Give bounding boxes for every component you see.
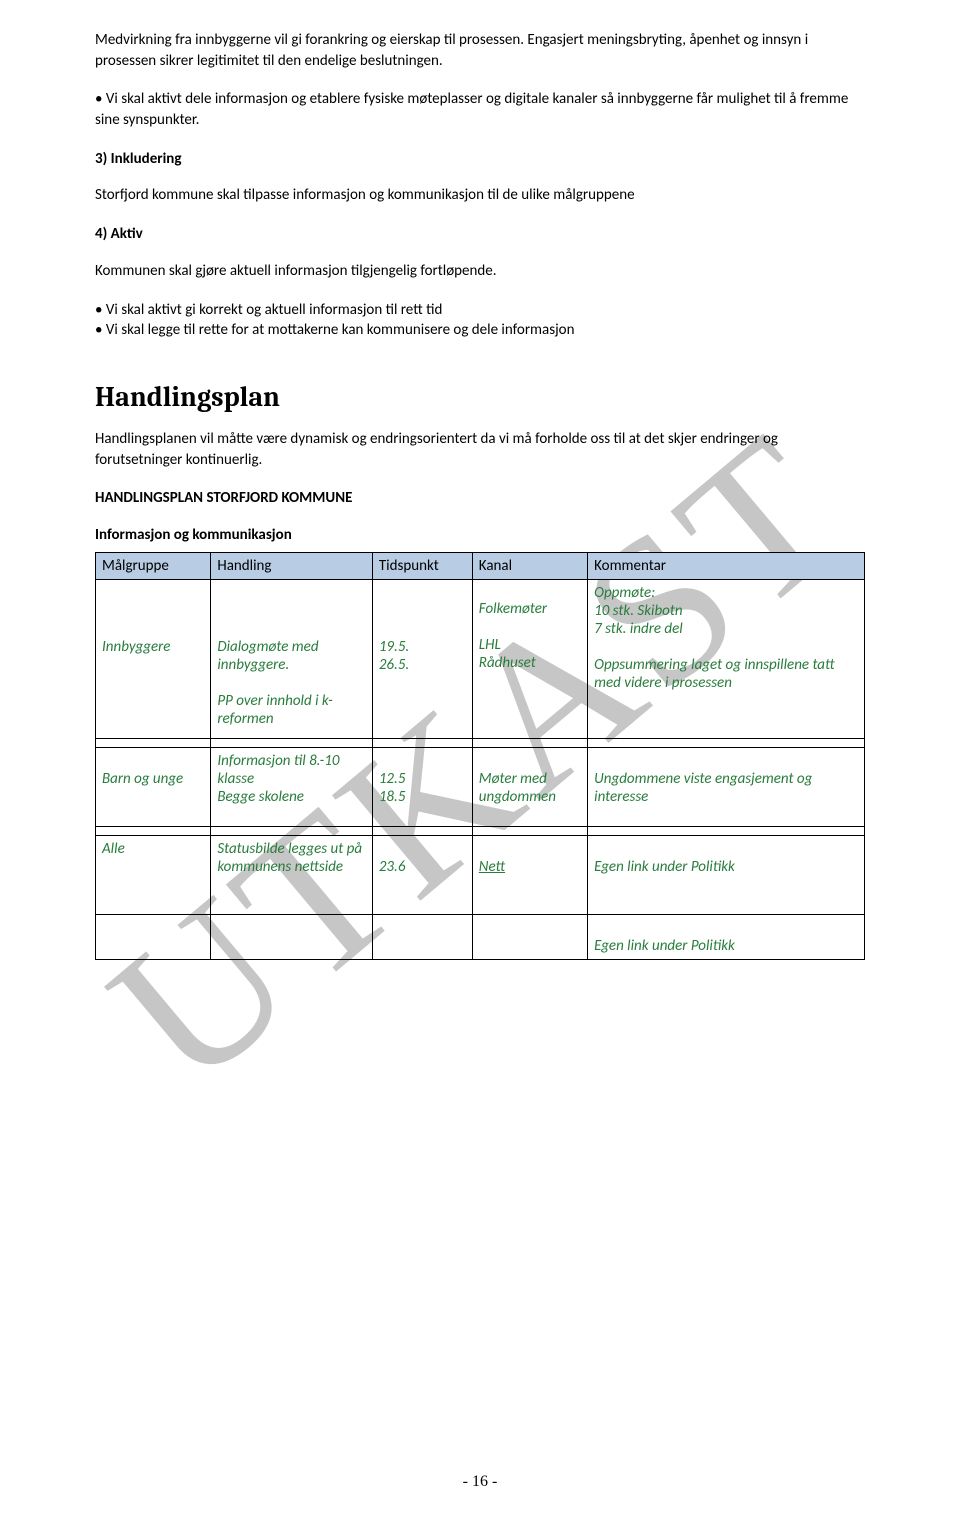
spacer-row bbox=[96, 826, 865, 835]
cell: Barn og unge bbox=[96, 747, 211, 826]
cell: Egen link under Politikk bbox=[588, 914, 865, 959]
cell: Informasjon til 8.-10 klasse Begge skole… bbox=[211, 747, 372, 826]
cell: Egen link under Politikk bbox=[588, 835, 865, 914]
intro-p4: Kommunen skal gjøre aktuell informasjon … bbox=[95, 261, 865, 282]
content: Medvirkning fra innbyggerne vil gi foran… bbox=[95, 30, 865, 960]
row2-c3a: 12.5 bbox=[379, 770, 406, 788]
intro-p3: Storfjord kommune skal tilpasse informas… bbox=[95, 185, 865, 206]
row1-c5d: Oppsummering laget og innspillene tatt m… bbox=[594, 656, 834, 692]
row2-c2b: Begge skolene bbox=[217, 788, 304, 806]
cell: 23.6 bbox=[372, 835, 472, 914]
table-row: Alle Statusbilde legges ut på kommunens … bbox=[96, 835, 865, 914]
cell bbox=[472, 914, 587, 959]
page-number: - 16 - bbox=[0, 1473, 960, 1491]
handlingsplan-section: Informasjon og kommunikasjon bbox=[95, 525, 865, 546]
intro-bullet-4b: • Vi skal legge til rette for at mottake… bbox=[95, 320, 865, 341]
cell: Dialogmøte med innbyggere. PP over innho… bbox=[211, 579, 372, 738]
table-row: Innbyggere Dialogmøte med innbyggere. PP… bbox=[96, 579, 865, 738]
cell: Statusbilde legges ut på kommunens netts… bbox=[211, 835, 372, 914]
intro-bullet-1: • Vi skal aktivt dele informasjon og eta… bbox=[95, 89, 865, 130]
row1-c4a: Folkemøter bbox=[479, 600, 547, 618]
cell: Møter med ungdommen bbox=[472, 747, 587, 826]
cell bbox=[211, 914, 372, 959]
th-kanal: Kanal bbox=[472, 552, 587, 579]
intro-bullet-4a: • Vi skal aktivt gi korrekt og aktuell i… bbox=[95, 300, 865, 321]
row3-c4: Nett bbox=[479, 858, 505, 876]
handlingsplan-intro: Handlingsplanen vil måtte være dynamisk … bbox=[95, 429, 865, 470]
handlingsplan-title: Handlingsplan bbox=[95, 381, 865, 413]
row3-c2: Statusbilde legges ut på kommunens netts… bbox=[217, 840, 362, 876]
cell: 19.5. 26.5. bbox=[372, 579, 472, 738]
spacer-row bbox=[96, 738, 865, 747]
row1-c5c: 7 stk. indre del bbox=[594, 620, 683, 638]
row1-c1: Innbyggere bbox=[102, 638, 170, 656]
cell: Ungdommene viste engasjement og interess… bbox=[588, 747, 865, 826]
table-row: Egen link under Politikk bbox=[96, 914, 865, 959]
row2-c1: Barn og unge bbox=[102, 770, 183, 788]
row2-c5: Ungdommene viste engasjement og interess… bbox=[594, 770, 812, 806]
th-tidspunkt: Tidspunkt bbox=[372, 552, 472, 579]
th-handling: Handling bbox=[211, 552, 372, 579]
row2-c3b: 18.5 bbox=[379, 788, 406, 806]
row3-c5: Egen link under Politikk bbox=[594, 858, 735, 876]
row1-c2a: Dialogmøte med innbyggere. bbox=[217, 638, 318, 674]
row1-c5b: 10 stk. Skibotn bbox=[594, 602, 682, 620]
cell: Innbyggere bbox=[96, 579, 211, 738]
heading-4: 4) Aktiv bbox=[95, 224, 865, 245]
th-malgruppe: Målgruppe bbox=[96, 552, 211, 579]
cell bbox=[96, 914, 211, 959]
row3-c3: 23.6 bbox=[379, 858, 406, 876]
page: UTKAST Medvirkning fra innbyggerne vil g… bbox=[0, 0, 960, 1519]
row1-c4c: Rådhuset bbox=[479, 654, 536, 672]
th-kommentar: Kommentar bbox=[588, 552, 865, 579]
row2-c2a: Informasjon til 8.-10 klasse bbox=[217, 752, 339, 788]
heading-3: 3) Inkludering bbox=[95, 149, 865, 170]
row4-c5: Egen link under Politikk bbox=[594, 937, 735, 955]
cell bbox=[372, 914, 472, 959]
handlingsplan-subtitle: HANDLINGSPLAN STORFJORD KOMMUNE bbox=[95, 488, 865, 509]
action-table: Målgruppe Handling Tidspunkt Kanal Komme… bbox=[95, 552, 865, 960]
row1-c3a: 19.5. bbox=[379, 638, 409, 656]
row1-c2b: PP over innhold i k-reformen bbox=[217, 692, 332, 728]
table-header-row: Målgruppe Handling Tidspunkt Kanal Komme… bbox=[96, 552, 865, 579]
row1-c3b: 26.5. bbox=[379, 656, 409, 674]
cell: Folkemøter LHL Rådhuset bbox=[472, 579, 587, 738]
table-row: Barn og unge Informasjon til 8.-10 klass… bbox=[96, 747, 865, 826]
row1-c5a: Oppmøte: bbox=[594, 584, 655, 602]
cell: Alle bbox=[96, 835, 211, 914]
cell: 12.5 18.5 bbox=[372, 747, 472, 826]
row1-c4b: LHL bbox=[479, 636, 501, 654]
row3-c1: Alle bbox=[102, 840, 125, 858]
cell: Oppmøte: 10 stk. Skibotn 7 stk. indre de… bbox=[588, 579, 865, 738]
row2-c4: Møter med ungdommen bbox=[479, 770, 556, 806]
intro-p1: Medvirkning fra innbyggerne vil gi foran… bbox=[95, 30, 865, 71]
cell: Nett bbox=[472, 835, 587, 914]
